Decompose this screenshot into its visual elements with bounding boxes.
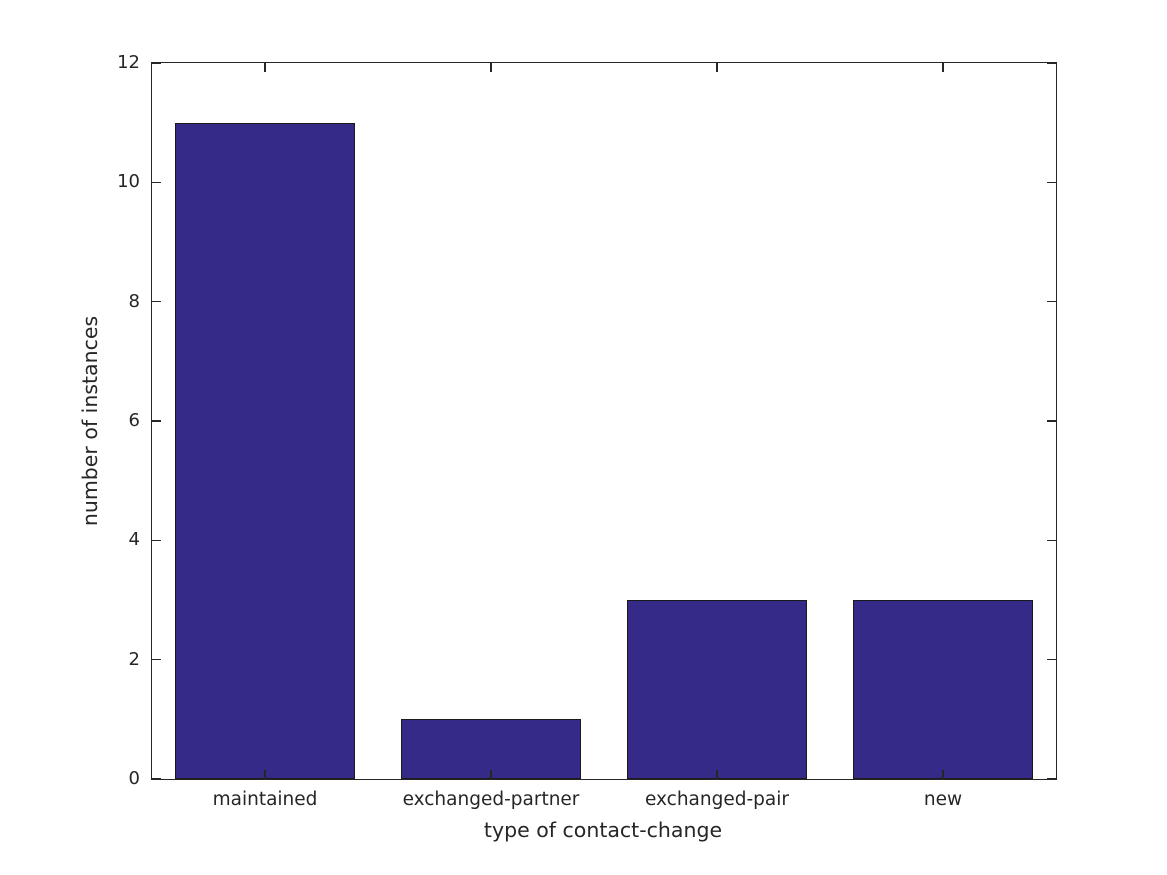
x-tick-top xyxy=(716,63,718,72)
x-tick-bottom xyxy=(942,770,944,779)
x-axis-label: type of contact-change xyxy=(483,818,723,842)
x-tick-bottom xyxy=(490,770,492,779)
axes: 0 2 4 6 8 10 12 maintained exchanged-partner exch… xyxy=(117,52,1057,810)
x-tick-label: maintained xyxy=(212,789,318,810)
y-tick-left xyxy=(152,181,161,184)
y-tick-label: 8 xyxy=(128,290,140,312)
y-tick-label: 10 xyxy=(117,171,140,193)
x-tick-bottom xyxy=(716,770,718,779)
y-tick-left xyxy=(152,300,161,303)
y-tick-label: 0 xyxy=(128,768,140,789)
y-axis-label: number of instances xyxy=(78,315,102,527)
y-tick-label: 6 xyxy=(128,410,140,431)
y-tick-right xyxy=(1047,181,1056,184)
y-tick-left xyxy=(152,62,161,64)
y-tick-left xyxy=(152,420,161,422)
y-tick-right xyxy=(1047,62,1056,64)
x-tick-top xyxy=(490,63,492,72)
y-tick-right xyxy=(1047,778,1056,780)
bar-maintained xyxy=(174,122,356,779)
y-tick-right xyxy=(1047,658,1056,661)
bar-exchanged-pair xyxy=(626,600,808,779)
y-tick-label: 4 xyxy=(128,529,140,551)
x-tick-label: exchanged-partner xyxy=(402,789,580,810)
y-tick-left xyxy=(152,778,161,780)
x-tick-top xyxy=(264,63,266,72)
x-tick-label: new xyxy=(923,789,963,810)
y-tick-right xyxy=(1047,420,1056,422)
y-tick-left xyxy=(152,658,161,661)
x-tick-bottom xyxy=(264,770,266,779)
x-tick-label: exchanged-pair xyxy=(644,789,789,810)
y-tick-right xyxy=(1047,300,1056,303)
y-tick-right xyxy=(1047,539,1056,542)
bar-new xyxy=(852,600,1034,779)
y-tick-label: 12 xyxy=(117,52,140,73)
y-tick-left xyxy=(152,539,161,542)
y-tick-label: 2 xyxy=(128,648,140,670)
bar-exchanged-partner xyxy=(400,719,582,779)
x-tick-top xyxy=(942,63,944,72)
